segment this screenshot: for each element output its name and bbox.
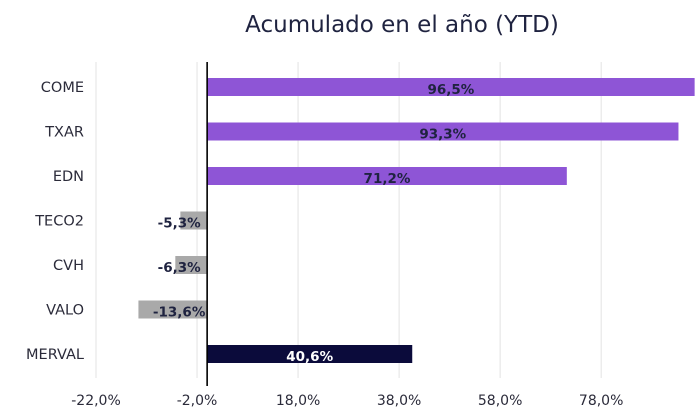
category-label: MERVAL bbox=[26, 347, 84, 363]
x-tick-label: -22,0% bbox=[71, 393, 121, 409]
bar-txar bbox=[207, 122, 679, 141]
x-tick-labels: -22,0% -2,0% 18,0% 38,0% 58,0% 78,0% bbox=[71, 393, 623, 409]
data-label: -6,3% bbox=[158, 260, 202, 276]
data-label: -13,6% bbox=[153, 305, 206, 321]
x-tick-label: 78,0% bbox=[579, 393, 623, 409]
category-label: VALO bbox=[46, 303, 84, 319]
x-tick-label: -2,0% bbox=[177, 393, 218, 409]
category-label: CVH bbox=[53, 258, 84, 274]
data-label: 96,5% bbox=[427, 82, 474, 98]
data-label: 71,2% bbox=[364, 171, 411, 187]
x-tick-label: 18,0% bbox=[276, 393, 320, 409]
data-label: 40,6% bbox=[286, 349, 333, 365]
category-label: TECO2 bbox=[34, 214, 84, 230]
x-tick-label: 38,0% bbox=[377, 393, 421, 409]
chart-title: Acumulado en el año (YTD) bbox=[245, 12, 559, 38]
data-labels: 96,5% 93,3% 71,2% -5,3% -6,3% -13,6% 40,6% bbox=[153, 82, 475, 365]
bar-cvh bbox=[175, 256, 208, 274]
category-label: COME bbox=[41, 80, 84, 96]
data-label: -5,3% bbox=[158, 216, 202, 232]
category-label: TXAR bbox=[44, 125, 84, 141]
data-label: 93,3% bbox=[419, 127, 466, 143]
bar-come bbox=[207, 78, 695, 96]
bars bbox=[138, 78, 695, 363]
x-tick-label: 58,0% bbox=[478, 393, 522, 409]
bar-merval bbox=[207, 345, 413, 363]
gridlines bbox=[95, 62, 602, 378]
category-label: EDN bbox=[53, 169, 84, 185]
bar-teco2 bbox=[180, 211, 208, 230]
category-labels: COME TXAR EDN TECO2 CVH VALO MERVAL bbox=[26, 80, 84, 363]
bar-valo bbox=[138, 300, 208, 319]
bar-edn bbox=[207, 167, 567, 185]
